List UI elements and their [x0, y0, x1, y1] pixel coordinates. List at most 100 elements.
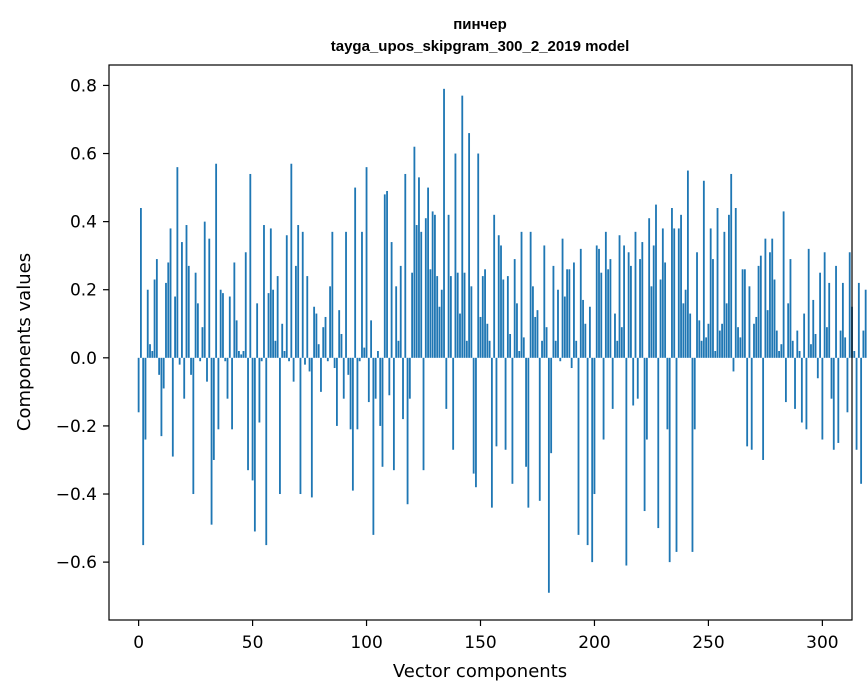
bar — [320, 357, 322, 392]
bar — [832, 357, 835, 450]
bar — [367, 357, 370, 403]
bar — [682, 303, 685, 358]
bar — [377, 351, 379, 358]
bar — [468, 133, 471, 358]
bar — [294, 265, 297, 358]
bar — [732, 357, 735, 372]
bar — [518, 351, 521, 358]
bar — [443, 88, 445, 358]
bar — [167, 262, 170, 358]
bar — [258, 357, 261, 423]
bar — [215, 163, 218, 358]
bar — [627, 252, 630, 358]
bar — [618, 235, 621, 358]
x-tick-label: 150 — [464, 633, 496, 653]
bar — [803, 313, 806, 358]
bar — [778, 351, 780, 358]
bar — [536, 310, 539, 358]
bar — [151, 351, 154, 358]
bar — [338, 310, 341, 358]
bar — [511, 357, 514, 484]
bar — [773, 279, 776, 358]
bar — [149, 344, 151, 358]
bar — [313, 306, 316, 358]
x-tick-label: 300 — [806, 633, 838, 653]
bar — [696, 252, 698, 358]
bar — [176, 167, 179, 358]
bar — [292, 357, 295, 382]
bar — [452, 357, 455, 450]
bar — [673, 228, 676, 358]
bar — [525, 357, 527, 467]
bar — [573, 262, 575, 358]
bar — [427, 187, 429, 358]
bar — [222, 293, 224, 358]
bar — [837, 357, 840, 443]
bar — [497, 235, 500, 358]
bar — [249, 173, 252, 358]
bar — [748, 286, 751, 358]
bar — [641, 242, 644, 358]
bar — [602, 357, 605, 440]
bar — [810, 344, 812, 358]
bar — [381, 357, 384, 467]
bar — [568, 269, 571, 358]
bar — [226, 357, 229, 399]
bar — [543, 245, 546, 358]
bar — [625, 357, 628, 566]
bar — [304, 357, 306, 365]
bar — [650, 286, 653, 358]
bar — [190, 357, 192, 375]
bar — [780, 344, 783, 358]
bar — [577, 357, 580, 535]
x-axis: 0 50 100 150 200 250 300 — [133, 620, 839, 653]
bar — [595, 245, 598, 358]
bar — [310, 357, 313, 498]
bar — [516, 303, 518, 358]
bar — [775, 330, 778, 358]
bar — [392, 357, 395, 471]
bar — [201, 327, 204, 358]
bar — [290, 163, 293, 358]
bar — [356, 357, 359, 430]
bar — [315, 313, 318, 358]
bar — [260, 357, 263, 362]
bar — [495, 357, 498, 447]
bar — [657, 357, 660, 529]
bar — [839, 330, 842, 358]
bar — [413, 146, 416, 358]
bar — [575, 340, 578, 358]
bar — [354, 187, 357, 358]
bar — [534, 316, 537, 358]
bar — [263, 225, 265, 358]
bar — [431, 211, 434, 358]
bar — [370, 320, 373, 358]
bar — [345, 231, 347, 358]
bar — [324, 316, 327, 358]
bar — [386, 190, 388, 358]
bar — [365, 167, 368, 358]
bar — [206, 357, 208, 382]
bar — [137, 357, 140, 413]
bar — [326, 357, 329, 362]
bar — [718, 330, 721, 358]
bar — [807, 248, 810, 358]
bar — [395, 286, 398, 358]
bar — [178, 357, 181, 365]
bar — [600, 272, 603, 358]
bar — [233, 262, 236, 358]
bar — [347, 357, 350, 375]
bar — [750, 357, 753, 450]
bar — [174, 296, 176, 358]
bar — [598, 248, 600, 358]
bar — [636, 357, 639, 399]
bar — [477, 153, 480, 358]
bar — [329, 286, 331, 358]
bar — [269, 228, 272, 358]
bar — [586, 357, 589, 546]
x-tick-label: 100 — [350, 633, 382, 653]
bar — [265, 357, 268, 546]
bar — [712, 259, 714, 358]
bar — [826, 327, 828, 358]
bar — [821, 357, 824, 440]
